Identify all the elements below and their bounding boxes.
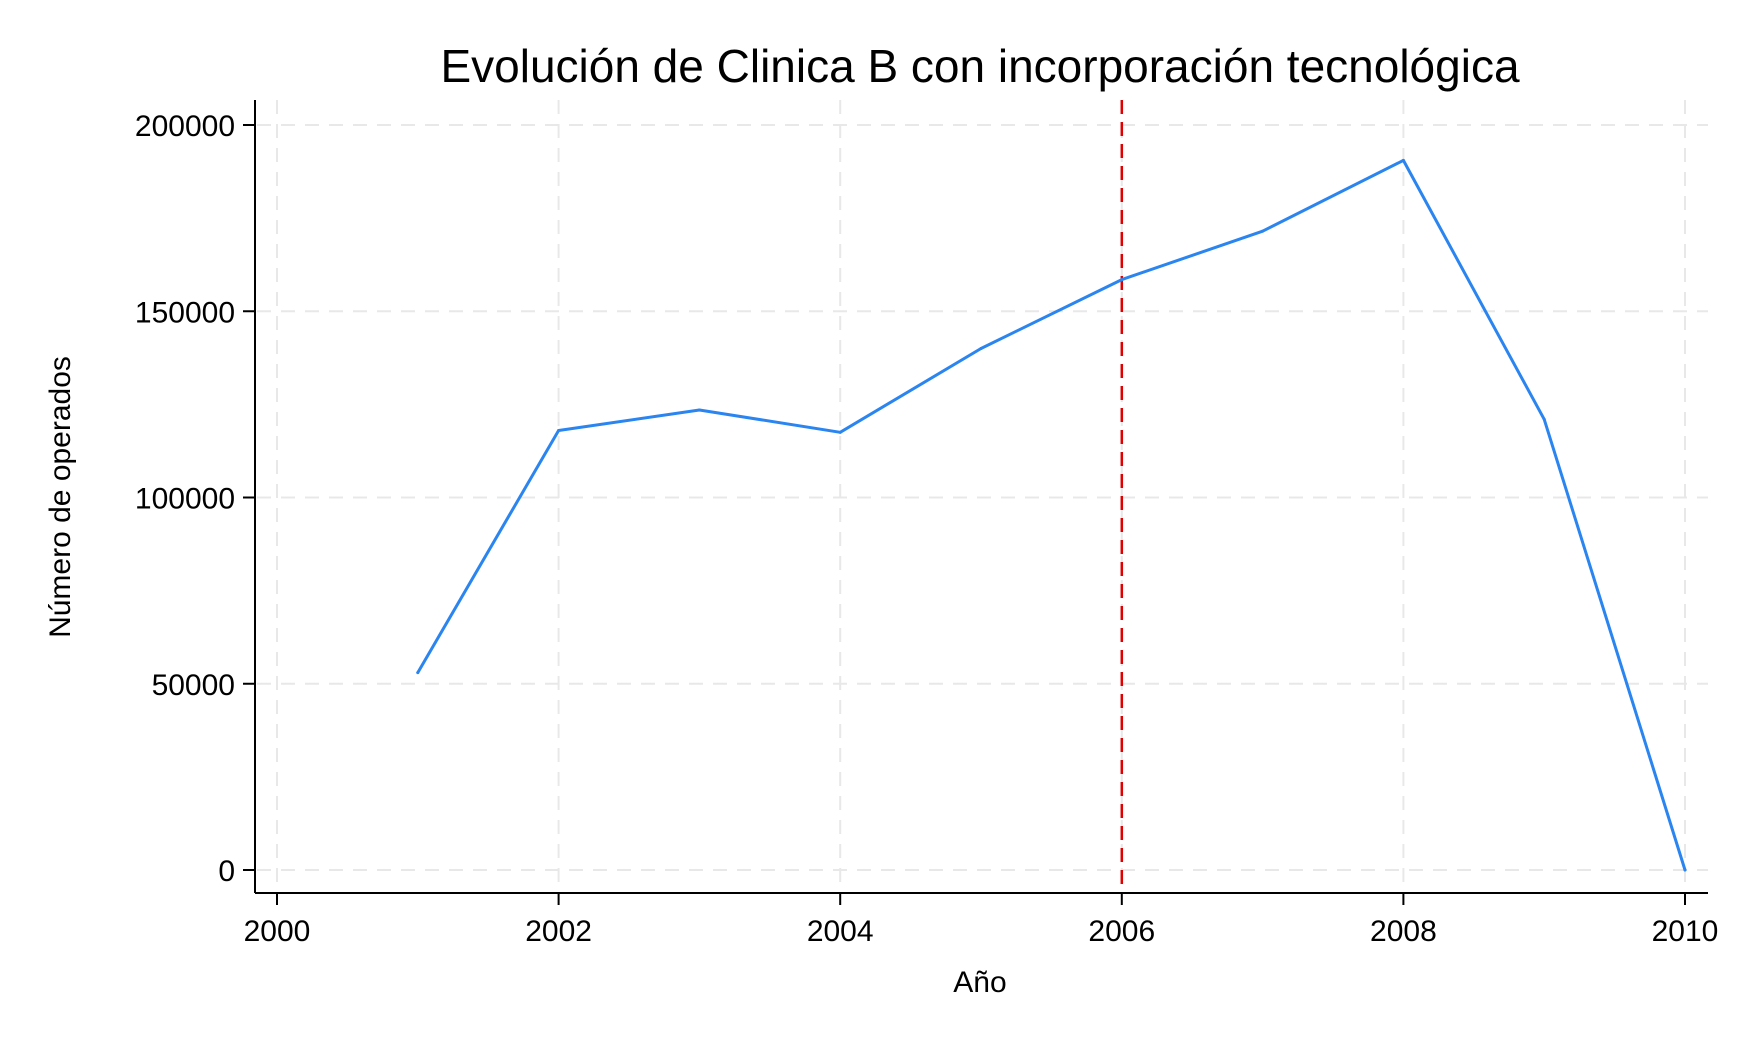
x-tick-label: 2004: [807, 915, 874, 948]
data-point: [1542, 417, 1546, 421]
data-point: [416, 671, 420, 675]
data-point: [1120, 278, 1124, 282]
data-point: [697, 408, 701, 412]
grid: [257, 100, 1708, 891]
x-tick-label: 2008: [1370, 915, 1437, 948]
data-point: [1401, 158, 1405, 162]
y-tick-label: 200000: [135, 110, 235, 143]
x-tick-label: 2010: [1652, 915, 1719, 948]
chart-title: Evolución de Clinica B con incorporación…: [440, 40, 1519, 92]
x-tick-label: 2000: [244, 915, 311, 948]
x-axis-label: Año: [953, 966, 1006, 999]
series-line: [416, 158, 1687, 872]
data-point: [557, 428, 561, 432]
data-point: [1261, 229, 1265, 233]
y-tick-label: 150000: [135, 296, 235, 329]
data-point: [979, 347, 983, 350]
y-axis-label: Número de operados: [44, 356, 77, 638]
y-tick-label: 50000: [152, 669, 235, 702]
ticks: 2000 2002 2004 2006 2008 2010 0 50000 100000 1500…: [135, 110, 1718, 948]
y-tick-label: 100000: [135, 483, 235, 516]
x-tick-label: 2002: [525, 915, 592, 948]
series-group: [416, 158, 1687, 872]
x-tick-label: 2006: [1088, 915, 1155, 948]
data-point: [1683, 868, 1687, 872]
y-tick-label: 0: [218, 855, 235, 888]
data-point: [838, 430, 842, 434]
